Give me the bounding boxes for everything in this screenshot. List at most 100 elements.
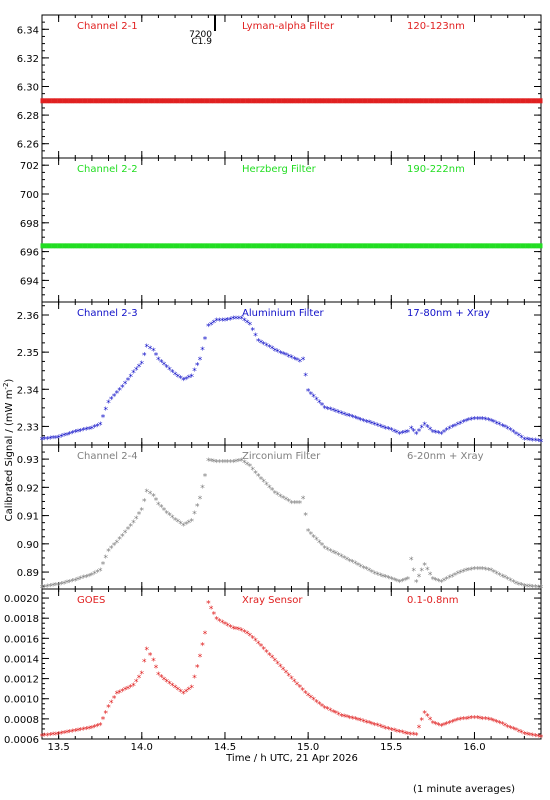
- data-point: [339, 243, 343, 249]
- data-point: *: [361, 417, 366, 427]
- data-point: *: [165, 678, 170, 688]
- data-point: *: [56, 581, 61, 591]
- data-point: *: [447, 425, 452, 435]
- data-point: *: [436, 578, 441, 588]
- data-point: *: [428, 716, 433, 726]
- data-point: *: [225, 622, 230, 632]
- data-point: *: [467, 567, 472, 577]
- data-point: *: [325, 706, 330, 716]
- data-point: [292, 243, 296, 249]
- data-point: *: [128, 522, 133, 532]
- data-point: *: [339, 712, 344, 722]
- data-point: *: [278, 349, 283, 359]
- data-point: [82, 98, 86, 104]
- data-point: *: [406, 429, 411, 439]
- data-point: *: [492, 419, 497, 429]
- data-point: [173, 243, 177, 249]
- data-point: [384, 98, 388, 104]
- data-point: *: [301, 356, 306, 366]
- data-point: [536, 243, 540, 249]
- data-point: [129, 243, 133, 249]
- data-point: *: [522, 436, 527, 446]
- data-point: [350, 98, 354, 104]
- data-point: [206, 243, 210, 249]
- data-point: *: [209, 321, 214, 331]
- data-point: *: [115, 539, 120, 549]
- data-point: *: [109, 545, 114, 555]
- data-point: [495, 243, 499, 249]
- data-point: [503, 243, 507, 249]
- data-point: *: [275, 491, 280, 501]
- data-point: *: [228, 458, 233, 468]
- data-point: [278, 98, 282, 104]
- data-point: [170, 98, 174, 104]
- data-point: *: [481, 416, 486, 426]
- data-point: [525, 243, 529, 249]
- data-point: [420, 98, 424, 104]
- data-point: *: [536, 733, 541, 743]
- data-point: *: [492, 717, 497, 727]
- data-point: [201, 98, 205, 104]
- data-point: [151, 243, 155, 249]
- y-tick-label: 700: [20, 190, 39, 201]
- data-point: *: [256, 640, 261, 650]
- panel-frame: [41, 14, 542, 159]
- data-point: *: [456, 716, 461, 726]
- data-point: *: [303, 689, 308, 699]
- data-point: *: [206, 457, 211, 467]
- data-point: [445, 98, 449, 104]
- data-point: *: [489, 417, 494, 427]
- data-point: *: [530, 732, 535, 742]
- data-point: [284, 98, 288, 104]
- data-point: *: [503, 424, 508, 434]
- y-tick-label: 0.90: [17, 540, 39, 551]
- data-point: [528, 98, 532, 104]
- data-point: [120, 98, 124, 104]
- data-point: *: [45, 583, 50, 593]
- data-point: *: [51, 435, 56, 445]
- data-point: *: [536, 437, 541, 447]
- data-point: [442, 98, 446, 104]
- data-point: *: [392, 428, 397, 438]
- data-point: *: [375, 422, 380, 432]
- data-point: *: [403, 577, 408, 587]
- data-point: [242, 98, 246, 104]
- data-point: [159, 98, 163, 104]
- data-point: [217, 243, 221, 249]
- data-point: *: [239, 627, 244, 637]
- data-point: *: [353, 716, 358, 726]
- data-point: *: [128, 683, 133, 693]
- data-point: [234, 98, 238, 104]
- data-point: *: [162, 361, 167, 371]
- data-point: *: [151, 657, 156, 667]
- data-point: [539, 98, 543, 104]
- data-point: *: [223, 458, 228, 468]
- data-point: *: [464, 567, 469, 577]
- data-point: [326, 243, 330, 249]
- data-point: *: [62, 432, 67, 442]
- data-point: *: [115, 690, 120, 700]
- data-point: [453, 98, 457, 104]
- data-point: [339, 98, 343, 104]
- data-point: [156, 243, 160, 249]
- data-point: *: [300, 687, 305, 697]
- data-point: [187, 98, 191, 104]
- data-point: [184, 243, 188, 249]
- data-point: *: [386, 726, 391, 736]
- data-point: *: [65, 579, 70, 589]
- data-point: *: [54, 434, 59, 444]
- data-point: *: [436, 430, 441, 440]
- data-point: [151, 98, 155, 104]
- data-point: *: [239, 315, 244, 325]
- data-point: [478, 243, 482, 249]
- y-tick-label: 0.0016: [4, 634, 39, 645]
- data-point: *: [170, 682, 175, 692]
- data-point: [337, 98, 341, 104]
- data-point: [287, 243, 291, 249]
- data-point: [59, 98, 63, 104]
- data-point: *: [231, 458, 236, 468]
- data-point: *: [342, 554, 347, 564]
- data-point: [411, 98, 415, 104]
- data-point: *: [514, 430, 519, 440]
- data-point: *: [406, 576, 411, 586]
